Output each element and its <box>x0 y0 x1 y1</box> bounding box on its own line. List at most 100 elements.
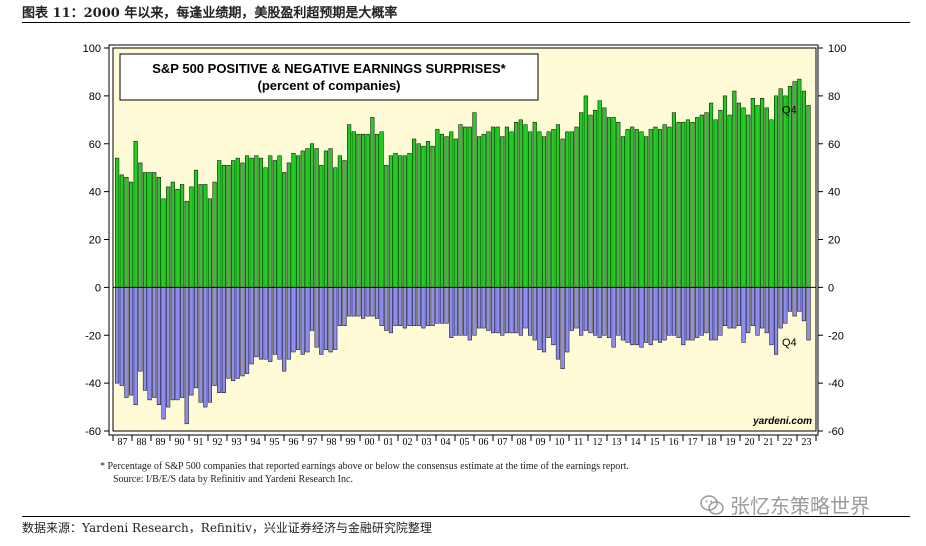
positive-bar <box>147 172 152 288</box>
negative-bar <box>569 287 574 331</box>
y-tick-label-left: 0 <box>95 282 101 294</box>
negative-bar <box>221 287 226 393</box>
negative-bar <box>560 287 565 370</box>
positive-bar <box>787 86 793 288</box>
negative-bar <box>574 287 579 329</box>
positive-bar <box>722 95 728 288</box>
positive-bar <box>193 169 199 288</box>
negative-bar <box>495 287 500 334</box>
positive-bar <box>138 162 143 288</box>
y-tick-label-left: 20 <box>89 235 101 247</box>
x-tick-label: 93 <box>232 437 242 448</box>
footnote-source: Source: I/B/E/S data by Refinitiv and Ya… <box>113 474 353 485</box>
positive-bar <box>653 126 658 288</box>
positive-bar <box>133 141 138 288</box>
positive-bar <box>625 129 630 288</box>
x-tick-label: 92 <box>213 437 223 448</box>
negative-bar <box>207 287 213 403</box>
negative-bar <box>797 287 802 312</box>
positive-bar <box>444 136 449 288</box>
negative-bar <box>212 287 217 386</box>
negative-bar <box>142 287 148 391</box>
positive-bar <box>189 186 194 288</box>
negative-bar <box>509 287 514 334</box>
negative-bar <box>676 287 681 338</box>
negative-bar <box>593 287 598 336</box>
positive-bar <box>161 198 166 288</box>
positive-bar <box>212 181 217 288</box>
positive-bar <box>198 184 203 288</box>
positive-bar <box>685 119 690 288</box>
positive-bar <box>175 188 180 288</box>
positive-bar <box>555 124 561 288</box>
negative-bar <box>685 287 690 341</box>
negative-bar <box>630 287 635 346</box>
positive-bar <box>323 150 329 288</box>
positive-bar <box>203 184 208 288</box>
positive-bar <box>263 167 268 288</box>
negative-bar <box>393 287 398 326</box>
positive-bar <box>611 117 616 288</box>
positive-bar <box>425 141 431 288</box>
x-tick-label: 95 <box>270 437 280 448</box>
positive-bar <box>616 121 621 288</box>
annotation-q4-negative: Q4 <box>782 337 797 349</box>
y-tick-label-right: 100 <box>828 43 846 55</box>
positive-bar <box>347 124 352 288</box>
positive-bar <box>764 107 769 288</box>
positive-bar <box>713 119 718 288</box>
positive-bar <box>249 157 254 288</box>
positive-bar <box>296 155 301 288</box>
negative-bar <box>644 287 649 343</box>
positive-bar <box>170 181 175 288</box>
negative-bar <box>365 287 370 317</box>
y-tick-label-left: 40 <box>89 187 101 199</box>
negative-bar <box>300 287 305 355</box>
positive-bar <box>282 172 287 288</box>
negative-bar <box>268 287 273 362</box>
negative-bar <box>699 287 704 336</box>
figure-title: 图表 11：2000 年以来，每逢业绩期，美股盈利超预期是大概率 <box>22 6 398 21</box>
negative-bar <box>328 287 333 353</box>
negative-bar <box>347 287 352 317</box>
y-tick-label-right: 40 <box>828 187 840 199</box>
positive-bar <box>124 177 129 288</box>
positive-bar <box>667 126 672 288</box>
negative-bar <box>778 287 783 329</box>
negative-bar <box>537 287 542 350</box>
x-tick-label: 02 <box>403 437 413 448</box>
positive-bar <box>597 100 602 288</box>
negative-bar <box>653 287 658 341</box>
negative-bar <box>388 287 393 334</box>
negative-bar <box>514 287 519 334</box>
positive-bar <box>486 131 491 288</box>
positive-bar <box>152 172 157 288</box>
negative-bar <box>351 287 356 317</box>
negative-bar <box>541 287 547 353</box>
positive-bar <box>630 126 635 288</box>
negative-bar <box>398 287 403 326</box>
negative-bar <box>773 287 779 355</box>
positive-bar <box>755 105 760 288</box>
positive-bar <box>365 133 370 288</box>
y-tick-label-left: 80 <box>89 91 101 103</box>
negative-bar <box>657 287 663 343</box>
negative-bar <box>704 287 709 334</box>
x-tick-label: 15 <box>650 437 660 448</box>
negative-bar <box>374 287 380 319</box>
x-tick-label: 22 <box>783 437 793 448</box>
positive-bar <box>579 112 584 288</box>
x-tick-label: 18 <box>707 437 717 448</box>
x-tick-label: 17 <box>688 437 698 448</box>
negative-bar <box>690 287 695 341</box>
x-tick-label: 13 <box>612 437 622 448</box>
positive-bar <box>328 148 333 288</box>
positive-bar <box>235 157 240 288</box>
positive-bar <box>528 131 533 288</box>
x-axis: 87 88 89 90 91 92 93 94 95 96 97 98 99 00 01 02 03 04 05 06… <box>112 435 817 448</box>
negative-bar <box>198 287 203 403</box>
positive-bar <box>783 95 788 288</box>
negative-bar <box>138 287 143 372</box>
negative-bar <box>147 287 152 401</box>
